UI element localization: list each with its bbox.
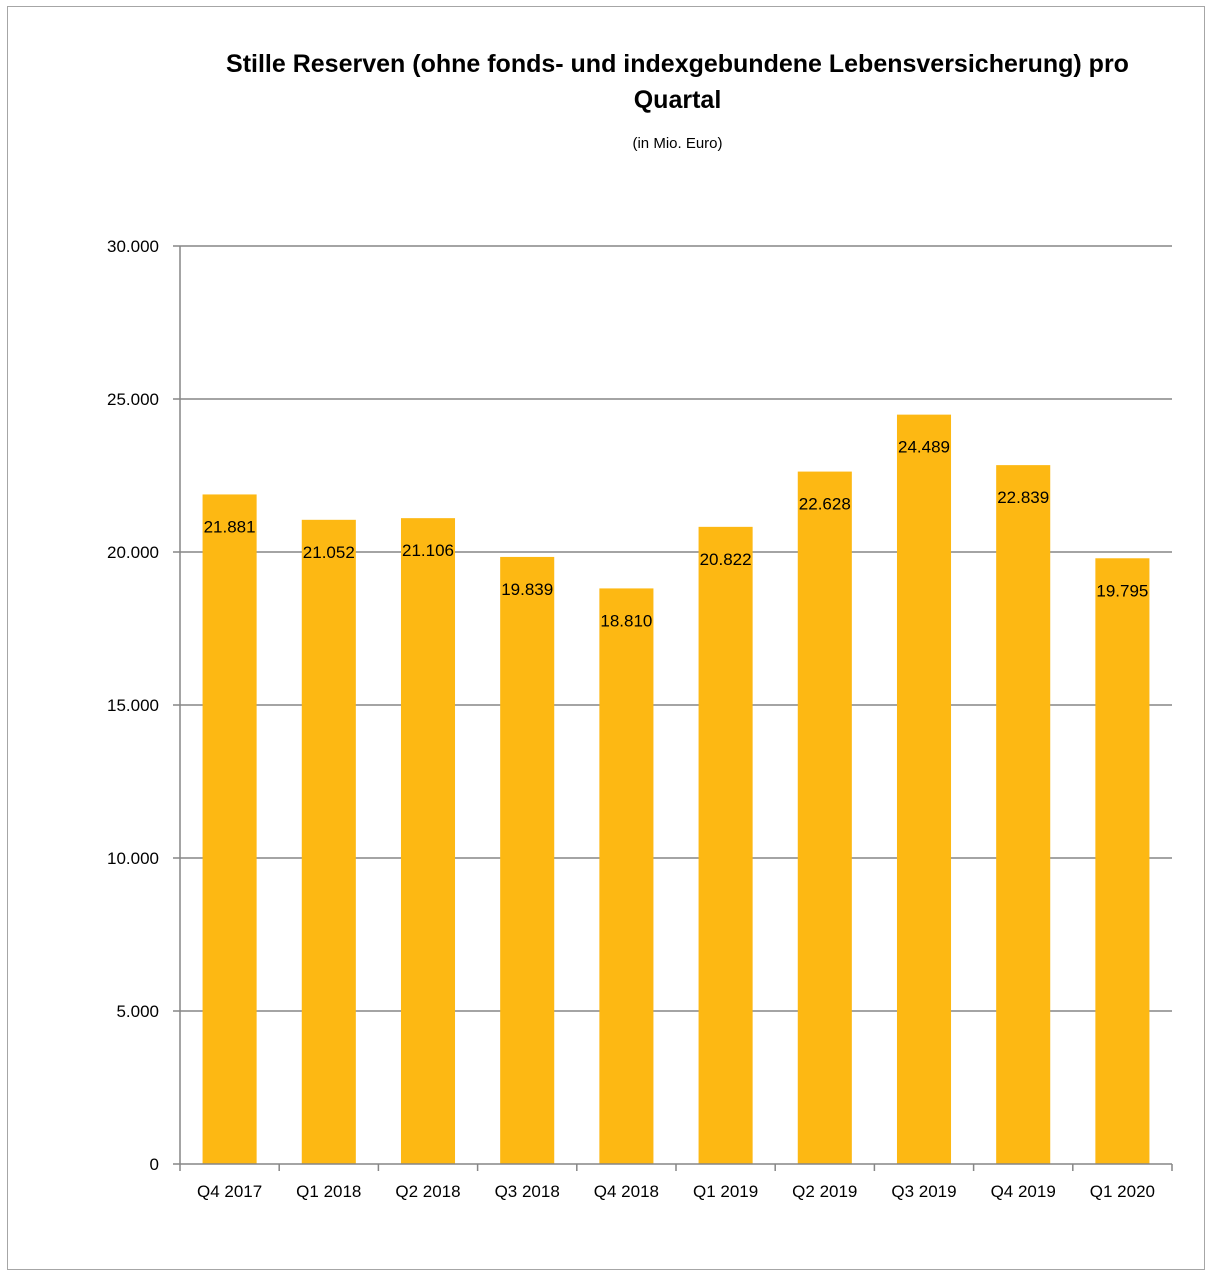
bar bbox=[698, 526, 753, 1164]
data-label: 19.795 bbox=[1096, 581, 1148, 600]
data-label: 21.106 bbox=[402, 541, 454, 560]
y-tick-label: 15.000 bbox=[107, 696, 159, 715]
data-label: 21.052 bbox=[303, 543, 355, 562]
y-tick-label: 25.000 bbox=[107, 390, 159, 409]
bar bbox=[400, 518, 456, 1164]
bar bbox=[599, 588, 654, 1164]
bar bbox=[1095, 558, 1150, 1164]
bar bbox=[500, 556, 555, 1164]
y-tick-label: 5.000 bbox=[116, 1002, 159, 1021]
x-tick-label: Q4 2017 bbox=[197, 1182, 262, 1201]
y-tick-label: 30.000 bbox=[107, 237, 159, 256]
bar bbox=[301, 519, 356, 1164]
data-label: 22.628 bbox=[799, 495, 851, 514]
y-tick-label: 0 bbox=[150, 1155, 159, 1174]
x-tick-label: Q4 2018 bbox=[594, 1182, 659, 1201]
x-tick-label: Q3 2018 bbox=[495, 1182, 560, 1201]
x-tick-label: Q1 2020 bbox=[1090, 1182, 1155, 1201]
x-tick-label: Q4 2019 bbox=[991, 1182, 1056, 1201]
x-tick-label: Q1 2019 bbox=[693, 1182, 758, 1201]
x-tick-label: Q1 2018 bbox=[296, 1182, 361, 1201]
chart-subtitle: (in Mio. Euro) bbox=[632, 135, 723, 152]
bar bbox=[202, 494, 257, 1164]
data-label: 22.839 bbox=[997, 488, 1049, 507]
x-tick-label: Q3 2019 bbox=[891, 1182, 956, 1201]
bar bbox=[797, 471, 852, 1164]
y-tick-label: 10.000 bbox=[107, 849, 159, 868]
y-tick-label: 20.000 bbox=[107, 543, 159, 562]
data-label: 19.839 bbox=[501, 580, 553, 599]
bars bbox=[202, 414, 1150, 1164]
data-label: 20.822 bbox=[700, 550, 752, 569]
x-tick-label: Q2 2018 bbox=[395, 1182, 460, 1201]
data-label: 18.810 bbox=[600, 611, 652, 630]
axes: 0 5.000 10.000 15.000 20.000 25.000 30.000 Q4 2… bbox=[107, 237, 1173, 1201]
bar bbox=[996, 465, 1051, 1164]
data-label: 21.881 bbox=[204, 517, 256, 536]
bar bbox=[896, 414, 952, 1164]
x-tick-label: Q2 2019 bbox=[792, 1182, 857, 1201]
chart-title: Stille Reserven (ohne fonds- und indexge… bbox=[226, 50, 1129, 114]
data-label: 24.489 bbox=[898, 438, 950, 457]
data-labels: 21.881 21.052 21.106 19.839 18.810 20.822 22.6… bbox=[204, 438, 1149, 631]
